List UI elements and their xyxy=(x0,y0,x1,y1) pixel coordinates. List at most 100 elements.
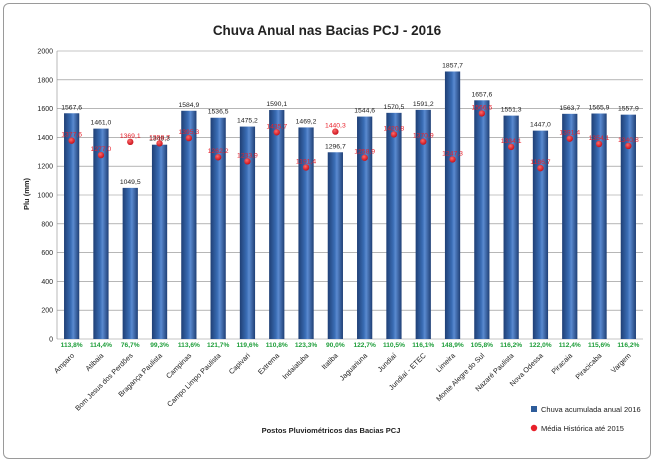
percentage-labels: 113,8% 114,4% 76,7% 99,3% 113,6% 121,7% 119,6%… xyxy=(61,342,640,349)
percentage-label: 121,7% xyxy=(207,342,230,349)
x-tick-label: Campo Limpo Paulista xyxy=(165,351,222,408)
x-tick-label: Extrema xyxy=(256,351,281,376)
average-point xyxy=(97,151,105,159)
average-point xyxy=(507,143,515,151)
y-axis-label: Plu (mm) xyxy=(22,177,31,210)
percentage-label: 110,5% xyxy=(383,342,405,349)
bar xyxy=(298,127,314,339)
bar xyxy=(239,126,256,339)
percentage-label: 112,4% xyxy=(559,342,581,349)
x-tick-label: Limeira xyxy=(434,351,457,374)
average-point xyxy=(214,154,222,161)
y-axis-ticks: 0 200 400 600 800 1000 1200 1400 1600 1800 2000 xyxy=(37,49,53,344)
bar-value-label: 1857,7 xyxy=(442,62,463,69)
x-tick-label: Jaguariuna xyxy=(338,351,370,383)
bar-value-label: 1584,9 xyxy=(178,102,199,109)
average-value-label: 1566,6 xyxy=(471,104,492,111)
percentage-label: 110,8% xyxy=(266,342,288,349)
bar-value-label: 1565,9 xyxy=(589,105,610,112)
y-tick-label: 1000 xyxy=(37,193,53,200)
bar xyxy=(591,113,607,339)
legend-label-dots: Média Histórica até 2015 xyxy=(541,424,624,433)
x-axis-label: Postos Pluviométricos das Bacias PCJ xyxy=(262,426,401,435)
x-tick-label: Campinas xyxy=(164,351,194,381)
legend-label-bars: Chuva acumulada anual 2016 xyxy=(541,405,641,414)
percentage-label: 122,7% xyxy=(353,342,376,349)
percentage-label: 115,6% xyxy=(588,342,610,349)
average-value-label: 1334,1 xyxy=(501,138,522,145)
legend: Chuva acumulada anual 2016 Média Históri… xyxy=(530,405,641,433)
average-value-label: 1440,3 xyxy=(325,123,346,130)
percentage-label: 116,2% xyxy=(500,342,522,349)
average-value-label: 1435,7 xyxy=(266,123,287,130)
average-point xyxy=(302,164,310,171)
bar xyxy=(620,114,636,339)
average-value-label: 1354,1 xyxy=(589,135,610,142)
bar-value-label: 1544,6 xyxy=(354,108,375,115)
legend-swatch-bars xyxy=(531,406,537,412)
bar xyxy=(269,110,285,339)
bar xyxy=(532,130,549,339)
average-value-label: 1370,9 xyxy=(413,133,434,140)
legend-swatch-dots xyxy=(530,424,538,432)
x-tick-label: Amparo xyxy=(52,351,76,375)
x-tick-label: Piracaia xyxy=(549,351,574,376)
percentage-label: 119,6% xyxy=(236,342,258,349)
bar-value-label: 1563,7 xyxy=(559,105,580,112)
y-tick-label: 1200 xyxy=(37,164,53,171)
bar xyxy=(503,115,519,340)
percentage-label: 148,9% xyxy=(441,342,464,349)
bar xyxy=(93,128,109,339)
x-tick-label: Vargem xyxy=(609,351,633,375)
average-point xyxy=(390,131,398,138)
percentage-label: 105,8% xyxy=(471,342,494,349)
bar-value-label: 1536,5 xyxy=(208,109,229,116)
bar-value-label: 1469,2 xyxy=(296,118,317,125)
average-value-label: 1258,9 xyxy=(354,149,375,156)
bar-value-label: 1296,7 xyxy=(325,143,346,150)
average-point xyxy=(185,134,193,142)
average-point xyxy=(332,128,339,135)
average-series xyxy=(68,110,632,172)
y-tick-label: 800 xyxy=(41,221,53,228)
y-tick-label: 0 xyxy=(49,337,53,344)
average-point xyxy=(595,140,603,148)
percentage-label: 116,2% xyxy=(617,342,639,349)
average-point xyxy=(449,156,456,163)
average-value-label: 1377,6 xyxy=(61,132,82,139)
average-point xyxy=(625,142,632,150)
y-tick-label: 1800 xyxy=(37,77,53,84)
x-tick-label: Indaiatuba xyxy=(280,351,310,381)
y-tick-label: 2000 xyxy=(37,49,53,56)
percentage-label: 123,3% xyxy=(295,342,318,349)
y-tick-label: 200 xyxy=(41,308,53,315)
bar-value-label: 1475,2 xyxy=(237,118,258,125)
average-value-labels: 1377,6 1277,0 1369,1 1358,7 1395,3 1262,2 1233… xyxy=(61,104,639,166)
x-tick-label: Jundiaí xyxy=(376,351,399,374)
bar-value-labels: 1567,6 1461,0 1049,5 1349,3 1584,9 1536,5 1475… xyxy=(61,62,639,185)
average-value-label: 1391,4 xyxy=(559,130,580,137)
x-tick-label: Piracicaba xyxy=(573,351,603,381)
bar xyxy=(474,100,490,339)
y-tick-label: 1600 xyxy=(37,106,53,113)
average-value-label: 1233,9 xyxy=(237,152,258,159)
chart-title: Chuva Anual nas Bacias PCJ - 2016 xyxy=(213,23,442,38)
bar-value-label: 1349,3 xyxy=(149,136,170,143)
average-point xyxy=(420,138,427,145)
bar-value-label: 1591,2 xyxy=(413,101,434,108)
bar xyxy=(415,109,431,339)
bar-value-label: 1551,3 xyxy=(501,107,522,114)
average-point xyxy=(156,140,163,147)
percentage-label: 114,4% xyxy=(90,342,112,349)
bar xyxy=(562,113,578,339)
y-tick-label: 600 xyxy=(41,250,53,257)
percentage-label: 90,0% xyxy=(326,342,345,349)
percentage-label: 113,8% xyxy=(61,342,83,349)
average-point xyxy=(566,135,573,142)
percentage-label: 122,0% xyxy=(529,342,552,349)
bar xyxy=(210,117,226,339)
x-tick-label: Capivari xyxy=(227,351,252,376)
